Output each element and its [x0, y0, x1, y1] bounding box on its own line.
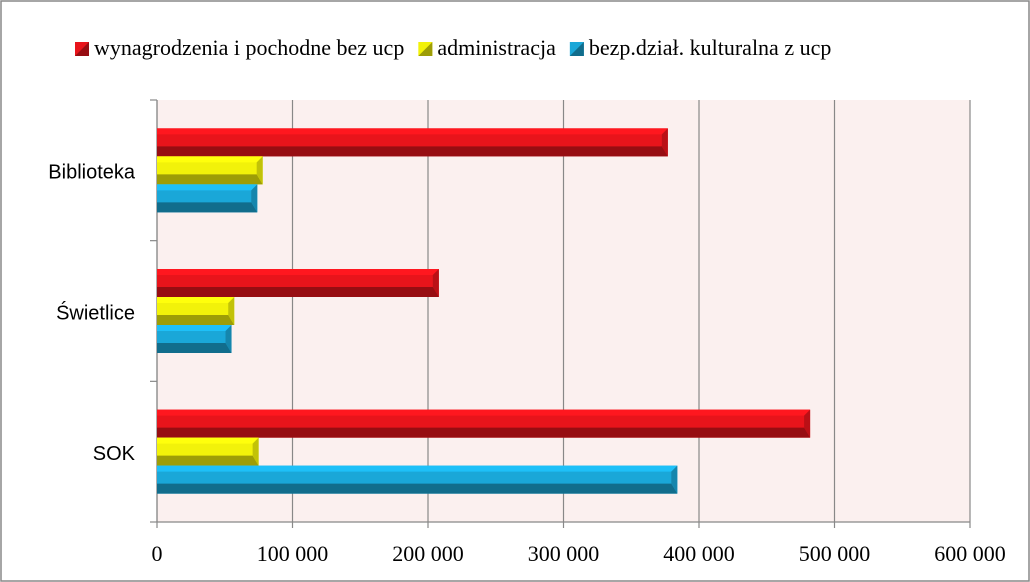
- bar-bottom-bevel: [157, 483, 678, 494]
- x-tick-label: 300 000: [528, 541, 600, 566]
- bar-top-bevel: [157, 465, 678, 472]
- bar: [157, 269, 439, 297]
- bar: [157, 409, 811, 438]
- legend-marker-shade: [418, 42, 433, 56]
- legend-label: administracja: [437, 35, 556, 60]
- bar: [157, 128, 668, 157]
- bar-top-bevel: [157, 156, 263, 163]
- bar-bottom-bevel: [157, 315, 235, 325]
- bar-end-bevel: [432, 269, 439, 297]
- bar-top-bevel: [157, 325, 232, 331]
- bar: [157, 465, 678, 494]
- legend-label: wynagrodzenia i pochodne bez ucp: [94, 35, 404, 60]
- x-tick-label: 600 000: [934, 541, 1006, 566]
- legend-marker-shade: [569, 42, 584, 56]
- bar: [157, 297, 235, 325]
- x-tick-label: 500 000: [799, 541, 871, 566]
- bar-end-bevel: [671, 465, 678, 494]
- bar-end-bevel: [804, 409, 811, 438]
- x-tick-label: 100 000: [257, 541, 329, 566]
- bar: [157, 184, 258, 213]
- bar-end-bevel: [661, 128, 668, 157]
- x-tick-label: 400 000: [663, 541, 735, 566]
- bar-bottom-bevel: [157, 202, 258, 213]
- bar-end-bevel: [256, 156, 263, 185]
- bar-bottom-bevel: [157, 287, 439, 297]
- bar-top-bevel: [157, 269, 439, 275]
- bar-top-bevel: [157, 128, 668, 135]
- legend-marker-shade: [75, 42, 89, 56]
- bar-end-bevel: [251, 184, 258, 213]
- bar-bottom-bevel: [157, 455, 259, 466]
- y-tick-label: Świetlice: [56, 300, 135, 324]
- bar: [157, 437, 259, 466]
- bar-bottom-bevel: [157, 427, 811, 438]
- bar-top-bevel: [157, 297, 235, 303]
- bar-top-bevel: [157, 184, 258, 191]
- bar-end-bevel: [252, 437, 259, 466]
- x-tick-label: 0: [152, 541, 163, 566]
- y-tick-label: Biblioteka: [48, 162, 136, 184]
- bar: [157, 156, 263, 185]
- x-tick-label: 200 000: [392, 541, 464, 566]
- bar: [157, 325, 232, 353]
- bar-top-bevel: [157, 409, 811, 416]
- legend-label: bezp.dział. kulturalna z ucp: [589, 35, 832, 60]
- bar-bottom-bevel: [157, 146, 668, 157]
- y-tick-label: SOK: [93, 443, 136, 465]
- bar-end-bevel: [228, 297, 235, 325]
- bar-end-bevel: [225, 325, 232, 353]
- bar-top-bevel: [157, 437, 259, 444]
- bar-bottom-bevel: [157, 343, 232, 353]
- bar-bottom-bevel: [157, 174, 263, 185]
